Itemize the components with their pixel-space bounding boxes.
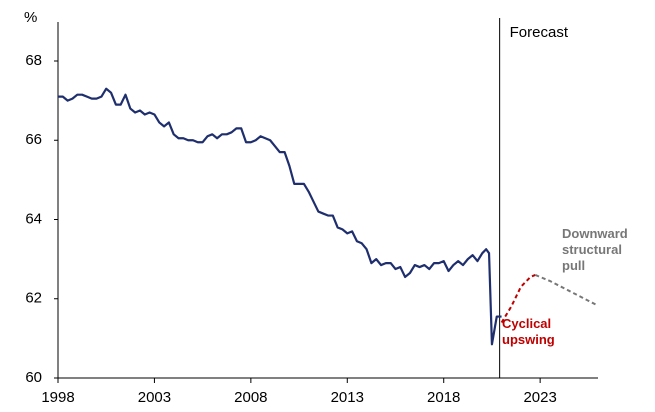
series-line	[534, 274, 597, 306]
y-tick-label: 64	[25, 210, 42, 227]
annotation: Cyclical upswing	[502, 316, 555, 347]
x-tick-label: 2023	[523, 389, 556, 406]
x-tick-label: 1998	[41, 389, 74, 406]
y-tick-label: 62	[25, 290, 42, 307]
y-tick-label: 60	[25, 369, 42, 386]
y-tick-label: 66	[25, 131, 42, 148]
x-tick-label: 2003	[138, 389, 171, 406]
annotation: Downward structural pull	[562, 226, 628, 273]
x-tick-label: 2008	[234, 389, 267, 406]
forecast-label: Forecast	[510, 24, 569, 41]
x-tick-label: 2018	[427, 389, 460, 406]
series-line	[58, 87, 502, 346]
y-tick-label: 68	[25, 52, 42, 69]
series-line	[500, 274, 536, 324]
y-axis-label: %	[24, 9, 37, 26]
x-tick-label: 2013	[331, 389, 364, 406]
